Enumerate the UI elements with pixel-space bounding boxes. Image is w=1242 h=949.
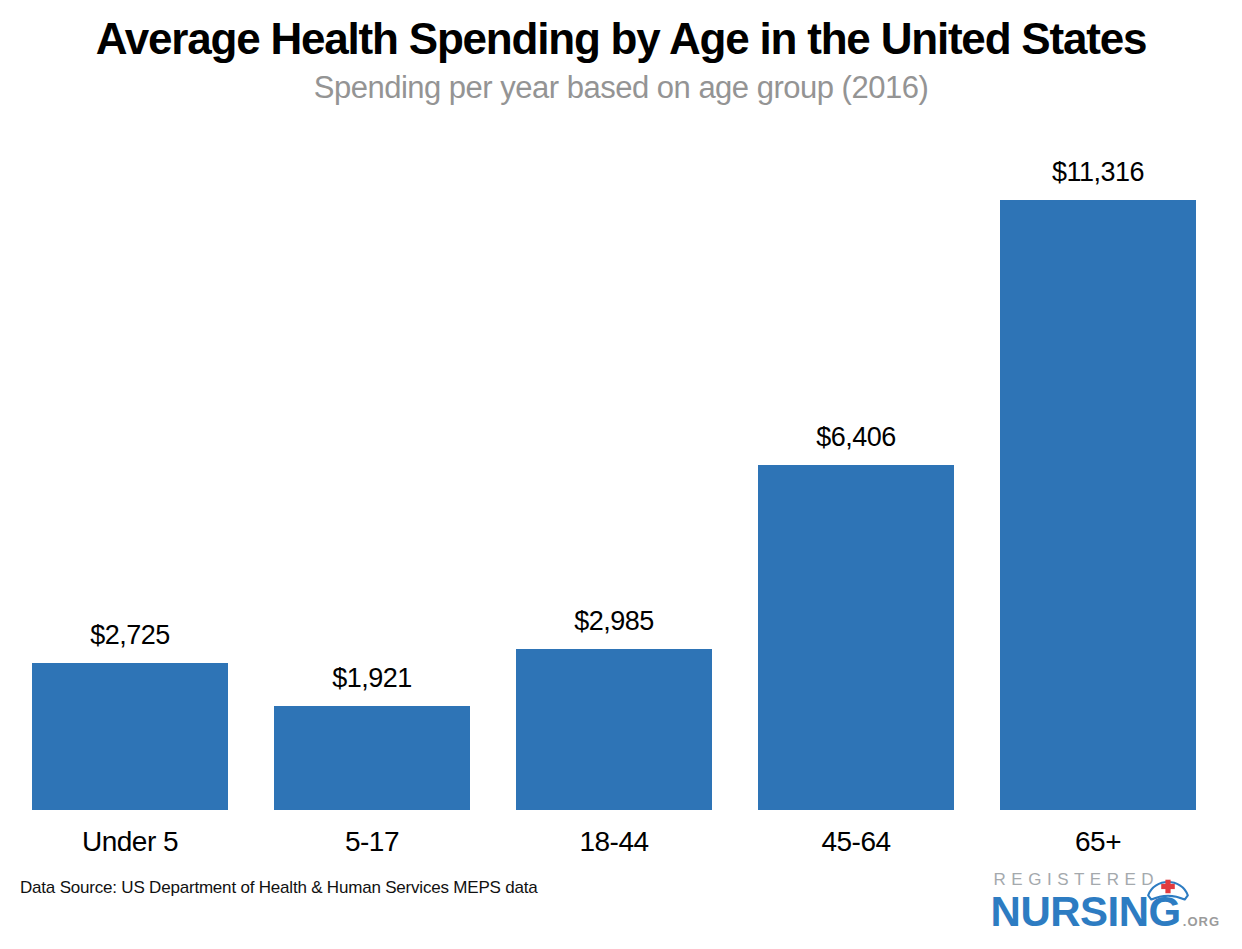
bar-value-label: $2,985 [516,604,712,638]
chart-footer: Data Source: US Department of Health & H… [0,870,1242,936]
category-label: 45-64 [758,826,954,858]
bar-column: $1,921 [274,661,470,810]
bar-value-label: $2,725 [32,618,228,652]
logo-wordmark-row: NURSING.ORG [991,888,1220,936]
chart-title: Average Health Spending by Age in the Un… [0,14,1242,63]
registerednursing-org-logo: REGISTERED NURSING.ORG [991,870,1220,936]
bar-value-label: $6,406 [758,420,954,454]
category-label: 5-17 [274,826,470,858]
health-spending-infographic: Average Health Spending by Age in the Un… [0,0,1242,949]
category-label: Under 5 [32,826,228,858]
bar [1000,200,1196,810]
category-label: 65+ [1000,826,1196,858]
nurse-cap-icon [1144,873,1192,901]
bar [32,663,228,810]
category-label: 18-44 [516,826,712,858]
x-axis-category-labels: Under 5 5-17 18-44 45-64 65+ [32,826,1196,858]
bar-value-label: $1,921 [274,661,470,695]
bar-column: $11,316 [1000,155,1196,810]
chart-subtitle: Spending per year based on age group (20… [0,70,1242,106]
logo-org-suffix: .ORG [1183,914,1220,929]
data-source-note: Data Source: US Department of Health & H… [20,870,537,898]
bar [274,706,470,810]
bar [758,465,954,810]
bar-column: $2,985 [516,604,712,810]
chart-header: Average Health Spending by Age in the Un… [0,0,1242,106]
bar [516,649,712,810]
bar-value-label: $11,316 [1000,155,1196,189]
bar-column: $6,406 [758,420,954,810]
bar-column: $2,725 [32,618,228,810]
bar-chart-plot-area: $2,725 $1,921 $2,985 $6,406 $11,316 [32,140,1196,810]
